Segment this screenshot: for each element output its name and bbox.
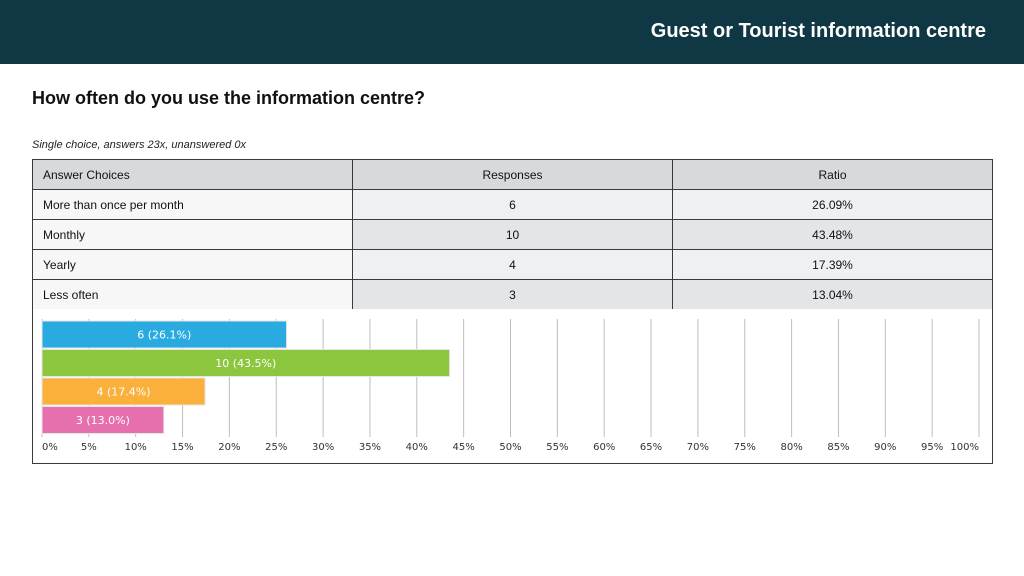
x-tick-label: 100%: [950, 442, 979, 453]
header-bar: Guest or Tourist information centre: [0, 0, 1024, 64]
x-tick-label: 30%: [312, 442, 334, 453]
table-header-row: Answer Choices Responses Ratio: [32, 159, 993, 190]
answer-choice-cell: Less often: [32, 279, 353, 310]
x-tick-label: 45%: [453, 442, 475, 453]
bar-data-label: 4 (17.4%): [97, 386, 151, 399]
question-title: How often do you use the information cen…: [32, 88, 426, 108]
x-tick-label: 80%: [780, 442, 802, 453]
answer-choice-cell: Yearly: [32, 249, 353, 280]
responses-cell: 10: [352, 219, 673, 250]
x-tick-label: 65%: [640, 442, 662, 453]
bar-3: [41, 377, 206, 406]
answer-choice-cell: Monthly: [32, 219, 353, 250]
answer-summary: Single choice, answers 23x, unanswered 0…: [32, 139, 247, 151]
bar-data-label: 3 (13.0%): [76, 414, 130, 427]
ratio-cell: 17.39%: [672, 249, 993, 280]
x-tick-label: 75%: [734, 442, 756, 453]
table-row: Monthly 10 43.48%: [32, 219, 993, 250]
x-tick-label: 20%: [218, 442, 240, 453]
bars: 6 (26.1%) 10 (43.5%) 4 (17.4%) 3 (13.0%): [41, 320, 451, 434]
responses-cell: 3: [352, 279, 673, 310]
x-tick-label: 25%: [265, 442, 287, 453]
responses-cell: 4: [352, 249, 673, 280]
bar-1: [41, 320, 288, 349]
x-tick-label: 10%: [125, 442, 147, 453]
x-tick-label: 5%: [81, 442, 97, 453]
results-table: Answer Choices Responses Ratio More than…: [32, 159, 993, 310]
ratio-cell: 43.48%: [672, 219, 993, 250]
x-axis-ticks: 0% 5% 10% 15% 20% 25% 30% 35% 40% 45% 50% 55% 60% 65%…: [42, 442, 979, 453]
x-tick-label: 35%: [359, 442, 381, 453]
bar-chart: 6 (26.1%) 10 (43.5%) 4 (17.4%) 3 (13.0%) 0%…: [32, 309, 993, 464]
table-row: More than once per month 6 26.09%: [32, 189, 993, 220]
x-tick-label: 0%: [42, 442, 58, 453]
table-row: Less often 3 13.04%: [32, 279, 993, 310]
table-row: Yearly 4 17.39%: [32, 249, 993, 280]
x-tick-label: 70%: [687, 442, 709, 453]
answer-choice-cell: More than once per month: [32, 189, 353, 220]
x-tick-label: 85%: [827, 442, 849, 453]
column-header-ratio: Ratio: [672, 159, 993, 190]
ratio-cell: 13.04%: [672, 279, 993, 310]
x-tick-label: 90%: [874, 442, 896, 453]
column-header-answer-choices: Answer Choices: [32, 159, 353, 190]
header-title: Guest or Tourist information centre: [650, 20, 986, 42]
bar-chart-svg: 6 (26.1%) 10 (43.5%) 4 (17.4%) 3 (13.0%) 0%…: [41, 319, 980, 453]
x-tick-label: 40%: [406, 442, 428, 453]
x-tick-label: 55%: [546, 442, 568, 453]
bar-data-label: 10 (43.5%): [215, 357, 276, 370]
column-header-responses: Responses: [352, 159, 673, 190]
x-tick-label: 95%: [921, 442, 943, 453]
ratio-cell: 26.09%: [672, 189, 993, 220]
x-tick-label: 15%: [171, 442, 193, 453]
bar-2: [41, 349, 451, 377]
bar-data-label: 6 (26.1%): [137, 329, 191, 342]
bar-4: [41, 406, 165, 434]
responses-cell: 6: [352, 189, 673, 220]
x-tick-label: 60%: [593, 442, 615, 453]
x-tick-label: 50%: [499, 442, 521, 453]
